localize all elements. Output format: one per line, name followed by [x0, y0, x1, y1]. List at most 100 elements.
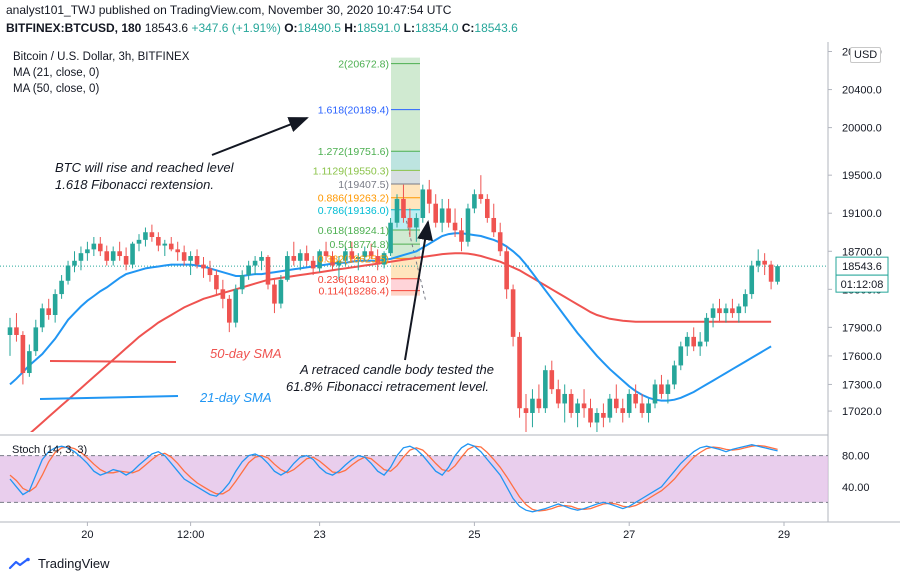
- chart-legend-title[interactable]: Bitcoin / U.S. Dollar, 3h, BITFINEX: [13, 51, 190, 63]
- annotations: BTC will rise and reached level 1.618 Fib…: [39, 117, 494, 405]
- candle: [136, 234, 142, 252]
- candle: [375, 249, 380, 271]
- chart-annotation: 1.618 Fibonacci rextension.: [55, 177, 214, 192]
- candle: [691, 327, 696, 352]
- candle: [736, 303, 742, 323]
- ma50-legend[interactable]: MA (50, close, 0): [13, 83, 100, 95]
- candle: [168, 237, 174, 252]
- candle-body: [168, 243, 174, 250]
- candle: [549, 360, 555, 394]
- fib-level-label: 0.786(19136.0): [318, 205, 389, 217]
- fib-level-label: 1.618(20189.4): [318, 105, 389, 117]
- fib-band: [391, 183, 420, 198]
- candle: [459, 217, 464, 252]
- candle: [259, 251, 264, 271]
- candle-body: [601, 412, 606, 418]
- candle: [130, 241, 135, 269]
- candle-body: [227, 298, 232, 323]
- candle-body: [607, 398, 613, 418]
- candle: [717, 298, 722, 323]
- candle: [227, 295, 232, 333]
- candle-body: [749, 265, 755, 295]
- candle-body: [375, 256, 380, 265]
- candle: [52, 289, 58, 323]
- y-tick-label: 17300.0: [842, 379, 882, 391]
- candle-body: [317, 251, 322, 269]
- candle: [214, 270, 219, 295]
- candle: [123, 247, 129, 271]
- chart-annotation: 50-day SMA: [210, 346, 282, 361]
- y-tick-label: 20400.0: [842, 85, 882, 97]
- candle-body: [433, 203, 438, 223]
- candle-body: [626, 393, 632, 413]
- candle: [491, 203, 497, 237]
- candle-body: [491, 217, 497, 233]
- stoch-label[interactable]: Stoch (14, 3, 3): [12, 444, 87, 456]
- publisher-text: analyst101_TWJ published on TradingView.…: [6, 3, 452, 17]
- candle: [407, 208, 413, 237]
- candle: [233, 284, 239, 328]
- fibonacci-labels: 2(20672.8) 1.618(20189.4) 1.272(19751.6) 1.…: [313, 59, 389, 298]
- candle: [749, 260, 755, 299]
- candle: [517, 332, 522, 418]
- x-tick-label: 20: [81, 529, 93, 541]
- candle: [72, 251, 77, 273]
- candle-body: [407, 217, 413, 228]
- candle: [65, 260, 71, 285]
- x-tick-label: 12:00: [177, 529, 205, 541]
- candle: [485, 194, 490, 223]
- candle: [291, 241, 297, 266]
- candle: [310, 256, 316, 276]
- candle-body: [581, 403, 587, 409]
- candle-body: [330, 256, 335, 266]
- candle: [426, 179, 432, 214]
- candle-body: [510, 289, 516, 337]
- ma21-legend[interactable]: MA (21, close, 0): [13, 67, 100, 79]
- candle: [452, 208, 458, 237]
- candle-body: [188, 256, 193, 261]
- candle-body: [336, 260, 342, 266]
- fib-band: [391, 151, 420, 171]
- tradingview-footer: TradingView: [8, 556, 110, 571]
- candle-body: [504, 251, 509, 290]
- candle: [523, 393, 529, 432]
- candle-body: [239, 275, 245, 290]
- fib-level-label: 1(19407.5): [338, 179, 389, 191]
- candle-body: [665, 384, 671, 394]
- publisher-line: analyst101_TWJ published on TradingView.…: [6, 3, 451, 17]
- candle: [278, 275, 284, 309]
- candle: [246, 260, 251, 280]
- candle-body: [297, 253, 303, 261]
- candle-body: [710, 308, 716, 318]
- candle: [394, 194, 400, 228]
- candle: [98, 237, 103, 257]
- stochastic-panel: Stoch (14, 3, 3) 80.00 40.00: [0, 443, 870, 513]
- candle-body: [394, 198, 400, 223]
- candle: [555, 379, 561, 409]
- candle-body: [659, 384, 664, 394]
- candle-body: [343, 251, 348, 261]
- candle: [14, 313, 19, 342]
- candle-body: [104, 251, 110, 261]
- candle-body: [285, 256, 290, 280]
- y-tick-label: 20000.0: [842, 123, 882, 135]
- candle-body: [130, 243, 135, 265]
- candle: [504, 246, 509, 299]
- close-label: C:: [461, 21, 475, 35]
- candle: [91, 237, 97, 257]
- candle-body: [52, 294, 58, 315]
- candle: [439, 198, 445, 233]
- candle-body: [46, 308, 51, 315]
- candle: [743, 289, 748, 314]
- currency-button[interactable]: USD: [850, 47, 882, 63]
- candle: [575, 398, 580, 428]
- candle: [633, 384, 638, 409]
- candle: [149, 224, 155, 242]
- candle: [581, 389, 587, 418]
- candle-body: [310, 260, 316, 269]
- candle: [433, 194, 438, 228]
- candle: [33, 319, 39, 356]
- candle-body: [459, 230, 464, 242]
- candle-body: [59, 280, 64, 295]
